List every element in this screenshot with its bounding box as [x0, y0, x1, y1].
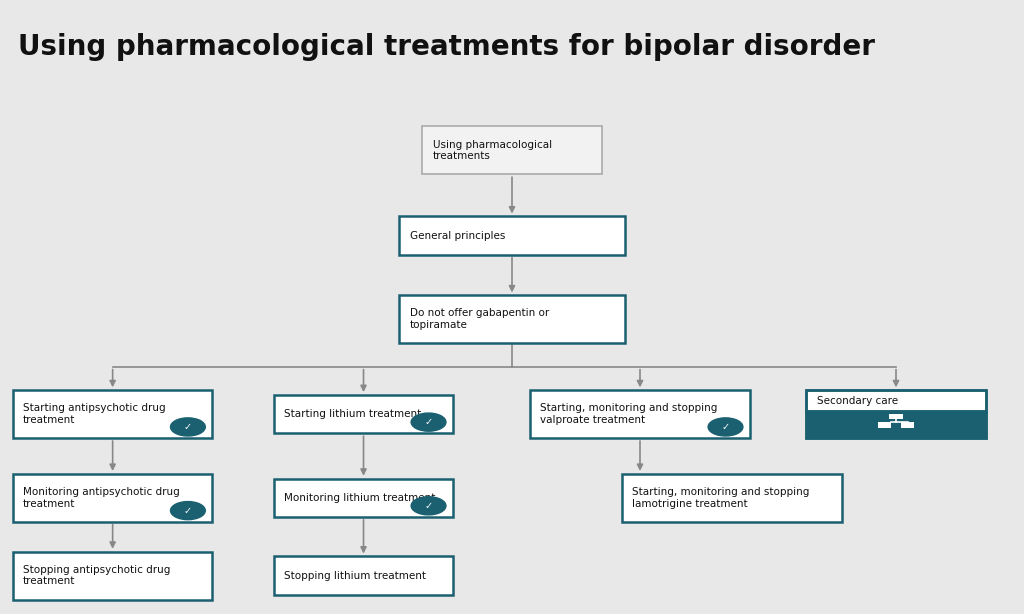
Text: Starting, monitoring and stopping
lamotrigine treatment: Starting, monitoring and stopping lamotr… — [632, 487, 810, 508]
FancyBboxPatch shape — [901, 422, 914, 428]
FancyBboxPatch shape — [530, 390, 750, 438]
Text: Using pharmacological treatments for bipolar disorder: Using pharmacological treatments for bip… — [18, 33, 876, 61]
Text: Do not offer gabapentin or
topiramate: Do not offer gabapentin or topiramate — [410, 308, 549, 330]
Text: ✓: ✓ — [722, 422, 729, 432]
Circle shape — [170, 418, 205, 436]
Text: Starting lithium treatment: Starting lithium treatment — [284, 409, 422, 419]
FancyBboxPatch shape — [422, 126, 601, 174]
Circle shape — [411, 497, 445, 515]
Circle shape — [170, 502, 205, 519]
Text: Monitoring lithium treatment: Monitoring lithium treatment — [284, 493, 435, 503]
Text: Secondary care: Secondary care — [817, 395, 898, 406]
Circle shape — [708, 418, 742, 436]
Text: Using pharmacological
treatments: Using pharmacological treatments — [432, 139, 552, 161]
FancyBboxPatch shape — [399, 295, 625, 343]
Text: ✓: ✓ — [425, 417, 432, 427]
FancyBboxPatch shape — [889, 413, 903, 419]
Text: General principles: General principles — [410, 231, 505, 241]
Text: ✓: ✓ — [184, 505, 191, 516]
Text: ✓: ✓ — [425, 501, 432, 511]
FancyBboxPatch shape — [273, 479, 453, 517]
Text: Stopping lithium treatment: Stopping lithium treatment — [284, 570, 426, 581]
FancyBboxPatch shape — [12, 474, 213, 522]
Text: Starting antipsychotic drug
treatment: Starting antipsychotic drug treatment — [23, 403, 166, 425]
FancyBboxPatch shape — [399, 216, 625, 255]
Text: Monitoring antipsychotic drug
treatment: Monitoring antipsychotic drug treatment — [23, 487, 180, 508]
FancyBboxPatch shape — [273, 556, 453, 595]
FancyBboxPatch shape — [807, 390, 985, 411]
Circle shape — [411, 413, 445, 431]
FancyBboxPatch shape — [12, 551, 213, 600]
FancyBboxPatch shape — [878, 422, 891, 428]
FancyBboxPatch shape — [273, 395, 453, 433]
Text: Starting, monitoring and stopping
valproate treatment: Starting, monitoring and stopping valpro… — [541, 403, 718, 425]
FancyBboxPatch shape — [622, 474, 842, 522]
Text: ✓: ✓ — [184, 422, 191, 432]
FancyBboxPatch shape — [12, 390, 213, 438]
FancyBboxPatch shape — [807, 411, 985, 438]
Text: Stopping antipsychotic drug
treatment: Stopping antipsychotic drug treatment — [23, 565, 170, 586]
